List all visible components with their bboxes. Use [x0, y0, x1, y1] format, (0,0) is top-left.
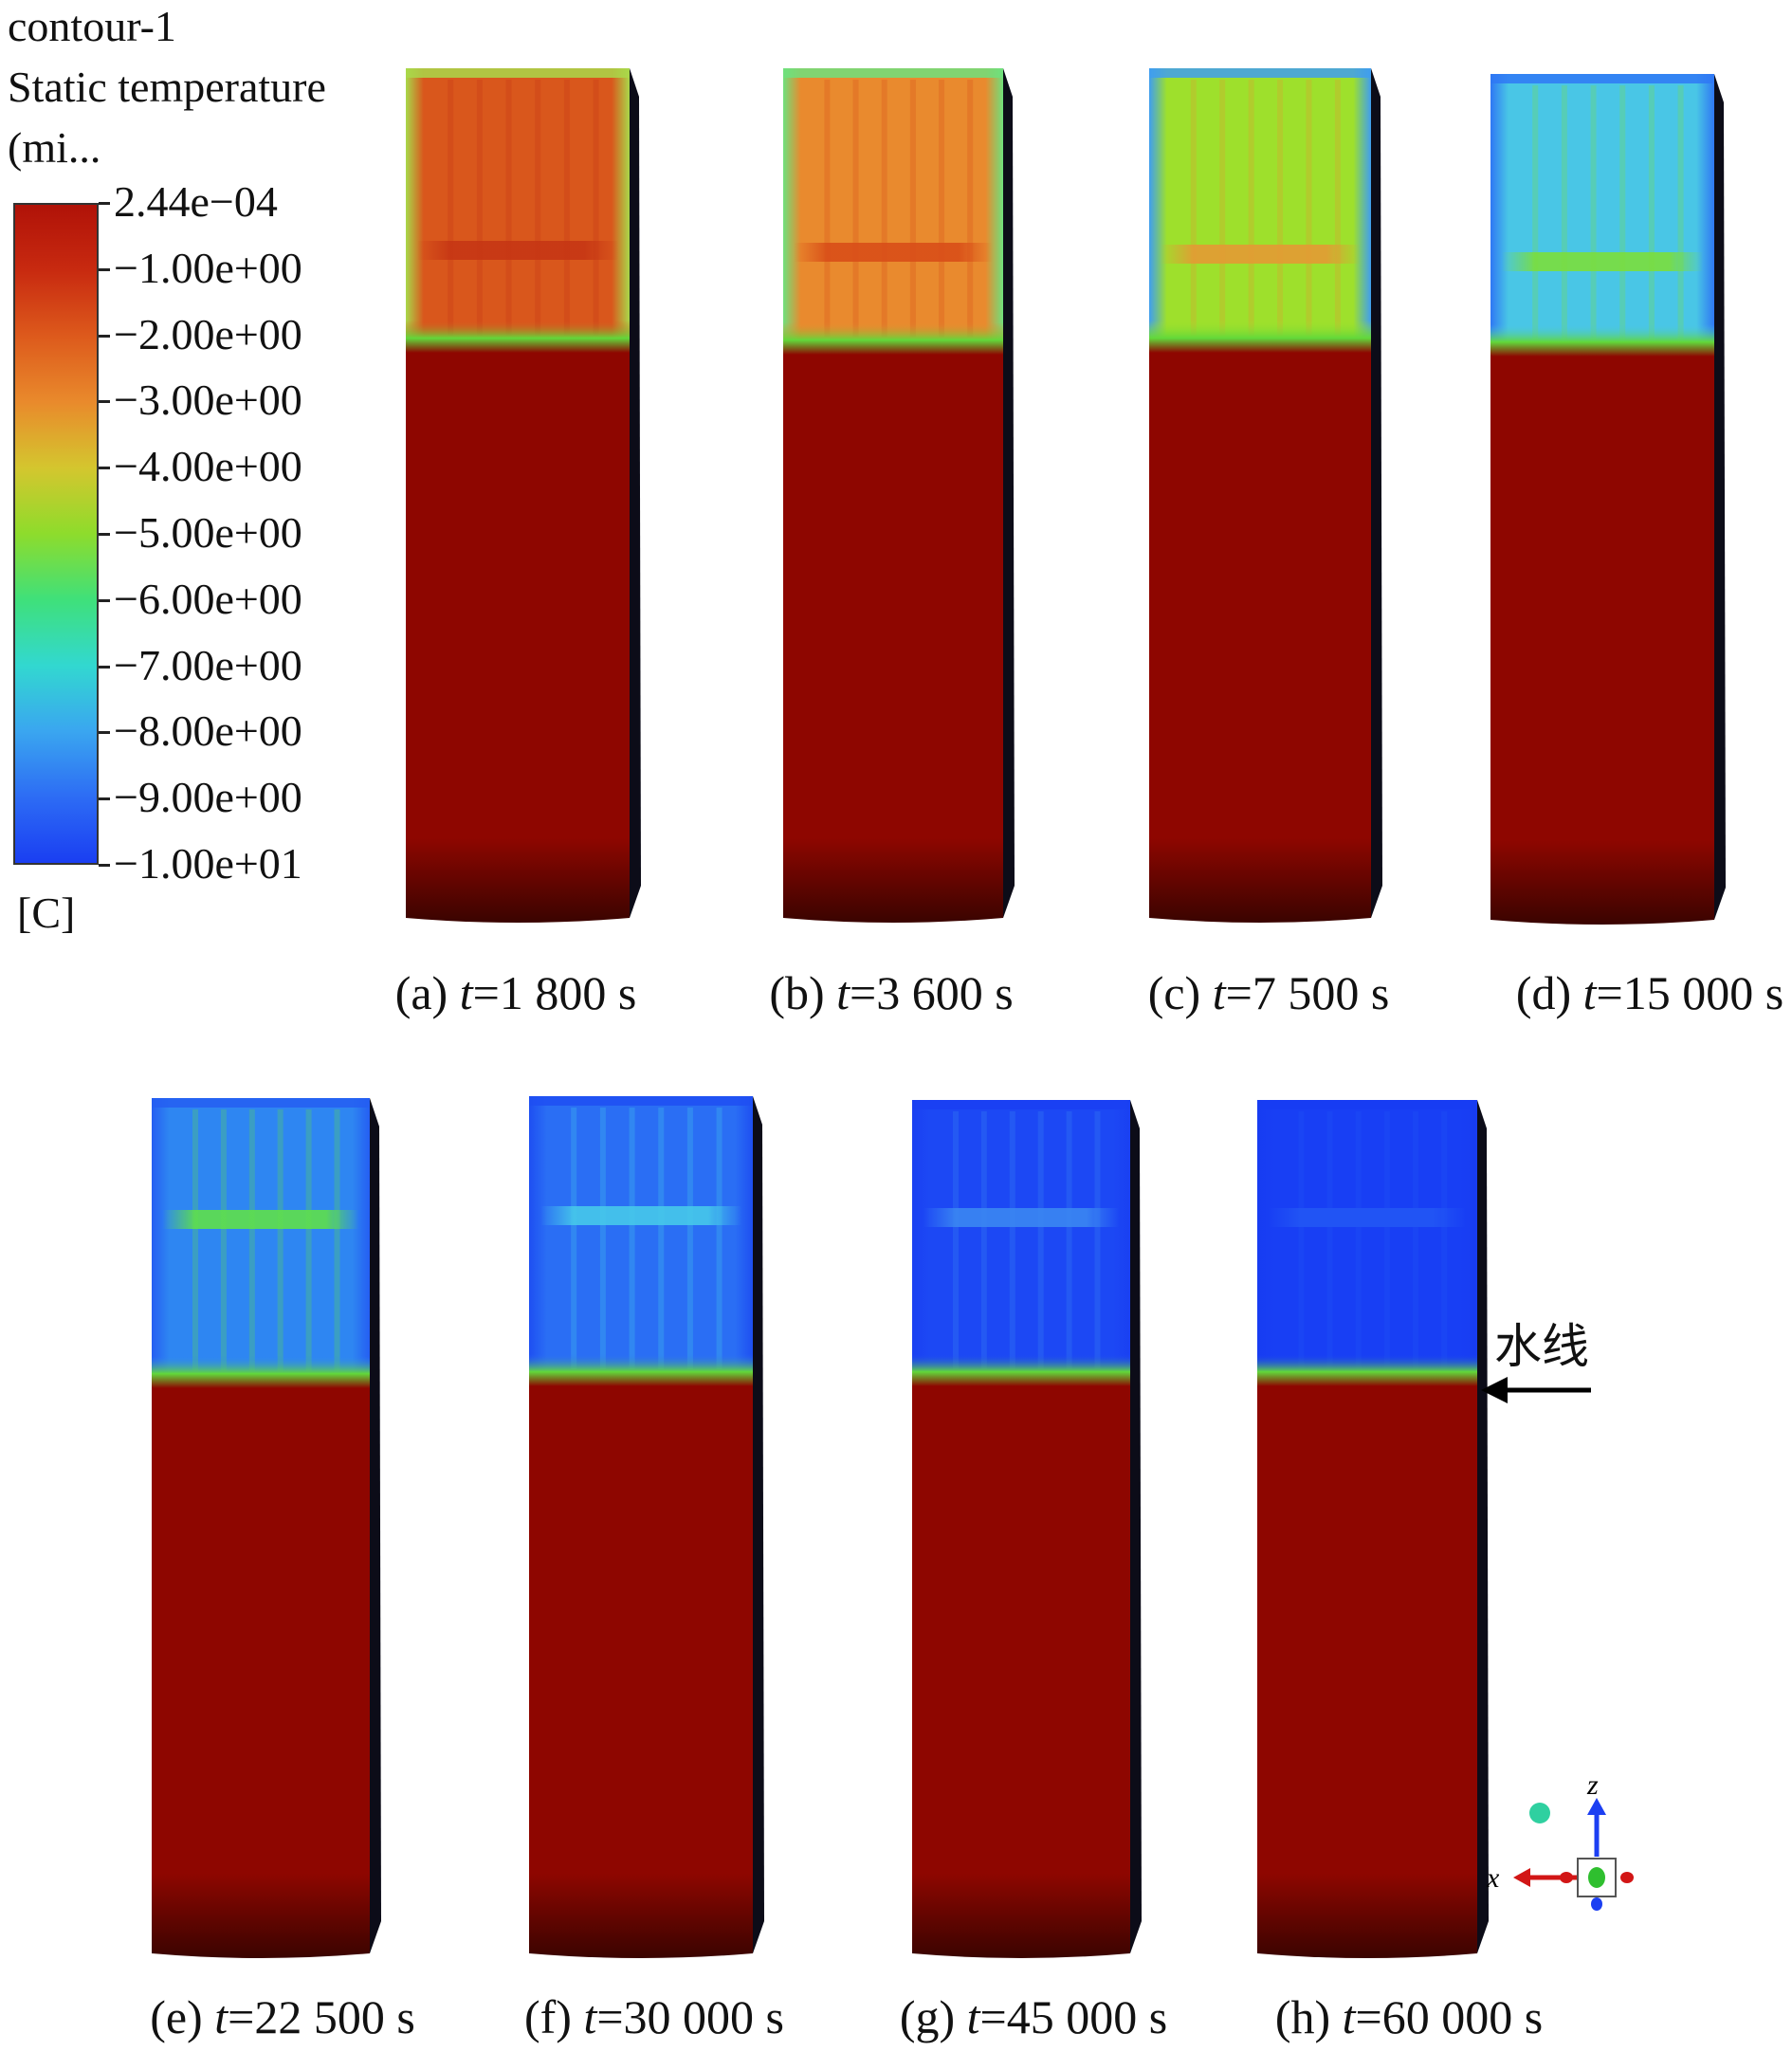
caption-label: (b): [769, 966, 837, 1019]
caption-variable: t: [1212, 966, 1226, 1019]
legend-tick-mark: [99, 864, 110, 867]
legend-tick-label: −5.00e+00: [114, 508, 302, 557]
caption-time-value: =45 000 s: [979, 1990, 1168, 2043]
legend-tick-mark: [99, 334, 110, 338]
caption-time-value: =3 600 s: [850, 966, 1014, 1019]
legend-tick-mark: [99, 267, 110, 271]
caption-panel-d: (d) t=15 000 s: [1479, 965, 1792, 1020]
caption-label: (d): [1515, 966, 1583, 1019]
legend-tick-mark: [99, 598, 110, 602]
caption-time-value: =1 800 s: [472, 966, 637, 1019]
legend-tick-label: −9.00e+00: [114, 773, 302, 822]
caption-panel-e: (e) t=22 500 s: [112, 1989, 453, 2044]
legend-tick-mark: [99, 202, 110, 205]
caption-panel-g: (g) t=45 000 s: [863, 1989, 1204, 2044]
caption-variable: t: [214, 1990, 229, 2043]
contour-panel-f: [529, 1096, 764, 1958]
caption-panel-c: (c) t=7 500 s: [1098, 965, 1439, 1020]
caption-panel-h: (h) t=60 000 s: [1238, 1989, 1580, 2044]
caption-label: (e): [150, 1990, 215, 2043]
caption-variable: t: [459, 966, 473, 1019]
legend-tick-mark: [99, 467, 110, 470]
caption-variable: t: [966, 1990, 980, 2043]
legend-tick-label: −7.00e+00: [114, 640, 302, 689]
axes-triad-icon: z x: [1487, 1771, 1634, 1911]
caption-panel-a: (a) t=1 800 s: [345, 965, 686, 1020]
legend-title-line2: Static temperature: [8, 63, 326, 111]
caption-variable: t: [836, 966, 850, 1019]
axis-z-label: z: [1586, 1771, 1599, 1801]
caption-variable: t: [1582, 966, 1597, 1019]
waterline-label: 水线: [1494, 1319, 1589, 1374]
caption-label: (c): [1147, 966, 1213, 1019]
legend-tick-label: 2.44e−04: [114, 177, 278, 226]
legend-tick-mark: [99, 400, 110, 404]
legend-tick-label: −6.00e+00: [114, 574, 302, 623]
legend-title-line3: (mi...: [8, 123, 101, 172]
legend-colorbar: [13, 203, 99, 865]
legend-tick-label: −1.00e+00: [114, 243, 302, 292]
axis-x-label: x: [1487, 1862, 1500, 1894]
contour-panel-b: [783, 68, 1015, 923]
legend-tick-mark: [99, 533, 110, 536]
legend-tick-label: −2.00e+00: [114, 309, 302, 358]
caption-time-value: =30 000 s: [596, 1990, 784, 2043]
contour-panel-d: [1490, 74, 1726, 925]
legend-tick-label: −3.00e+00: [114, 376, 302, 425]
waterline-arrow-icon: [1481, 1377, 1591, 1403]
caption-label: (g): [899, 1990, 967, 2043]
contour-panel-e: [152, 1098, 381, 1958]
legend-tick-mark: [99, 665, 110, 669]
caption-variable: t: [1342, 1990, 1356, 2043]
contour-panel-c: [1149, 68, 1382, 923]
caption-time-value: =15 000 s: [1596, 966, 1784, 1019]
caption-panel-f: (f) t=30 000 s: [484, 1989, 825, 2044]
contour-panel-h: [1257, 1100, 1489, 1958]
legend-tick-label: −1.00e+01: [114, 839, 302, 888]
legend-title-line1: contour-1: [8, 2, 176, 50]
legend-tick-label: −4.00e+00: [114, 442, 302, 491]
legend-tick-mark: [99, 797, 110, 801]
caption-label: (h): [1274, 1990, 1343, 2043]
contour-panel-a: [406, 68, 641, 923]
legend-tick-mark: [99, 731, 110, 735]
legend-unit: [C]: [17, 889, 76, 937]
caption-time-value: =7 500 s: [1225, 966, 1390, 1019]
caption-time-value: =60 000 s: [1355, 1990, 1544, 2043]
caption-label: (a): [394, 966, 460, 1019]
triad-sphere: [1529, 1803, 1550, 1823]
caption-time-value: =22 500 s: [228, 1990, 415, 2043]
contour-panel-g: [912, 1100, 1142, 1958]
caption-panel-b: (b) t=3 600 s: [721, 965, 1062, 1020]
caption-label: (f): [523, 1990, 584, 2043]
caption-variable: t: [583, 1990, 597, 2043]
legend-tick-label: −8.00e+00: [114, 706, 302, 756]
